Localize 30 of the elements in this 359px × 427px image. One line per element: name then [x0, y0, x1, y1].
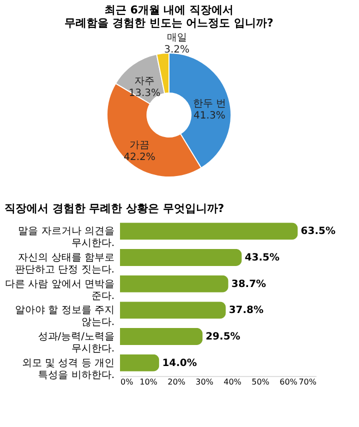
x-tick-label: 40%	[224, 378, 242, 386]
x-tick-label: 10%	[140, 378, 158, 386]
y-tick-label: 성과/능력/노력을 무시한다.	[38, 332, 114, 354]
x-tick-label: 50%	[252, 378, 270, 386]
y-tick-label: 말을 자르거나 의견을 무시한다.	[18, 226, 114, 250]
slice-label: 매일	[166, 32, 187, 44]
y-tick-label: 자신의 상태를 함부로 판단하고 단정 짓는다.	[14, 252, 114, 276]
slice-label: 가끔	[129, 140, 150, 151]
data-label: 3.2%	[164, 44, 190, 56]
chart-title: 최근 6개월 내에 직장에서 무례함을 경험한 빈도는 어느정도 입니까?	[64, 3, 274, 30]
data-label: 13.3%	[128, 88, 161, 99]
x-tick-label: 70%	[298, 378, 317, 386]
y-tick-label: 외모 및 성격 등 개인 특성을 비하한다.	[22, 358, 114, 381]
slice-label: 자주	[134, 76, 155, 87]
x-tick-label: 20%	[168, 378, 186, 386]
chart-title: 직장에서 경험한 무례한 상황은 무엇입니까?	[4, 202, 224, 215]
x-tick-label: 60%	[280, 378, 298, 386]
data-label: 37.8%	[228, 305, 264, 316]
y-tick-label: 다른 사람 앞에서 면박을 준다.	[4, 278, 114, 302]
y-tick-label: 알아야 할 정보를 주지 않는다.	[14, 305, 114, 328]
data-label: 42.2%	[124, 152, 156, 163]
data-label: 41.3%	[194, 110, 226, 122]
x-tick-label: 30%	[196, 378, 214, 386]
slice-label: 한두 번	[192, 98, 226, 110]
data-label: 38.7%	[231, 278, 266, 290]
data-label: 14.0%	[162, 358, 197, 369]
data-label: 43.5%	[244, 252, 280, 264]
x-tick-label: 0%	[120, 378, 134, 386]
data-label: 29.5%	[206, 332, 240, 342]
data-label: 63.5%	[300, 226, 336, 238]
